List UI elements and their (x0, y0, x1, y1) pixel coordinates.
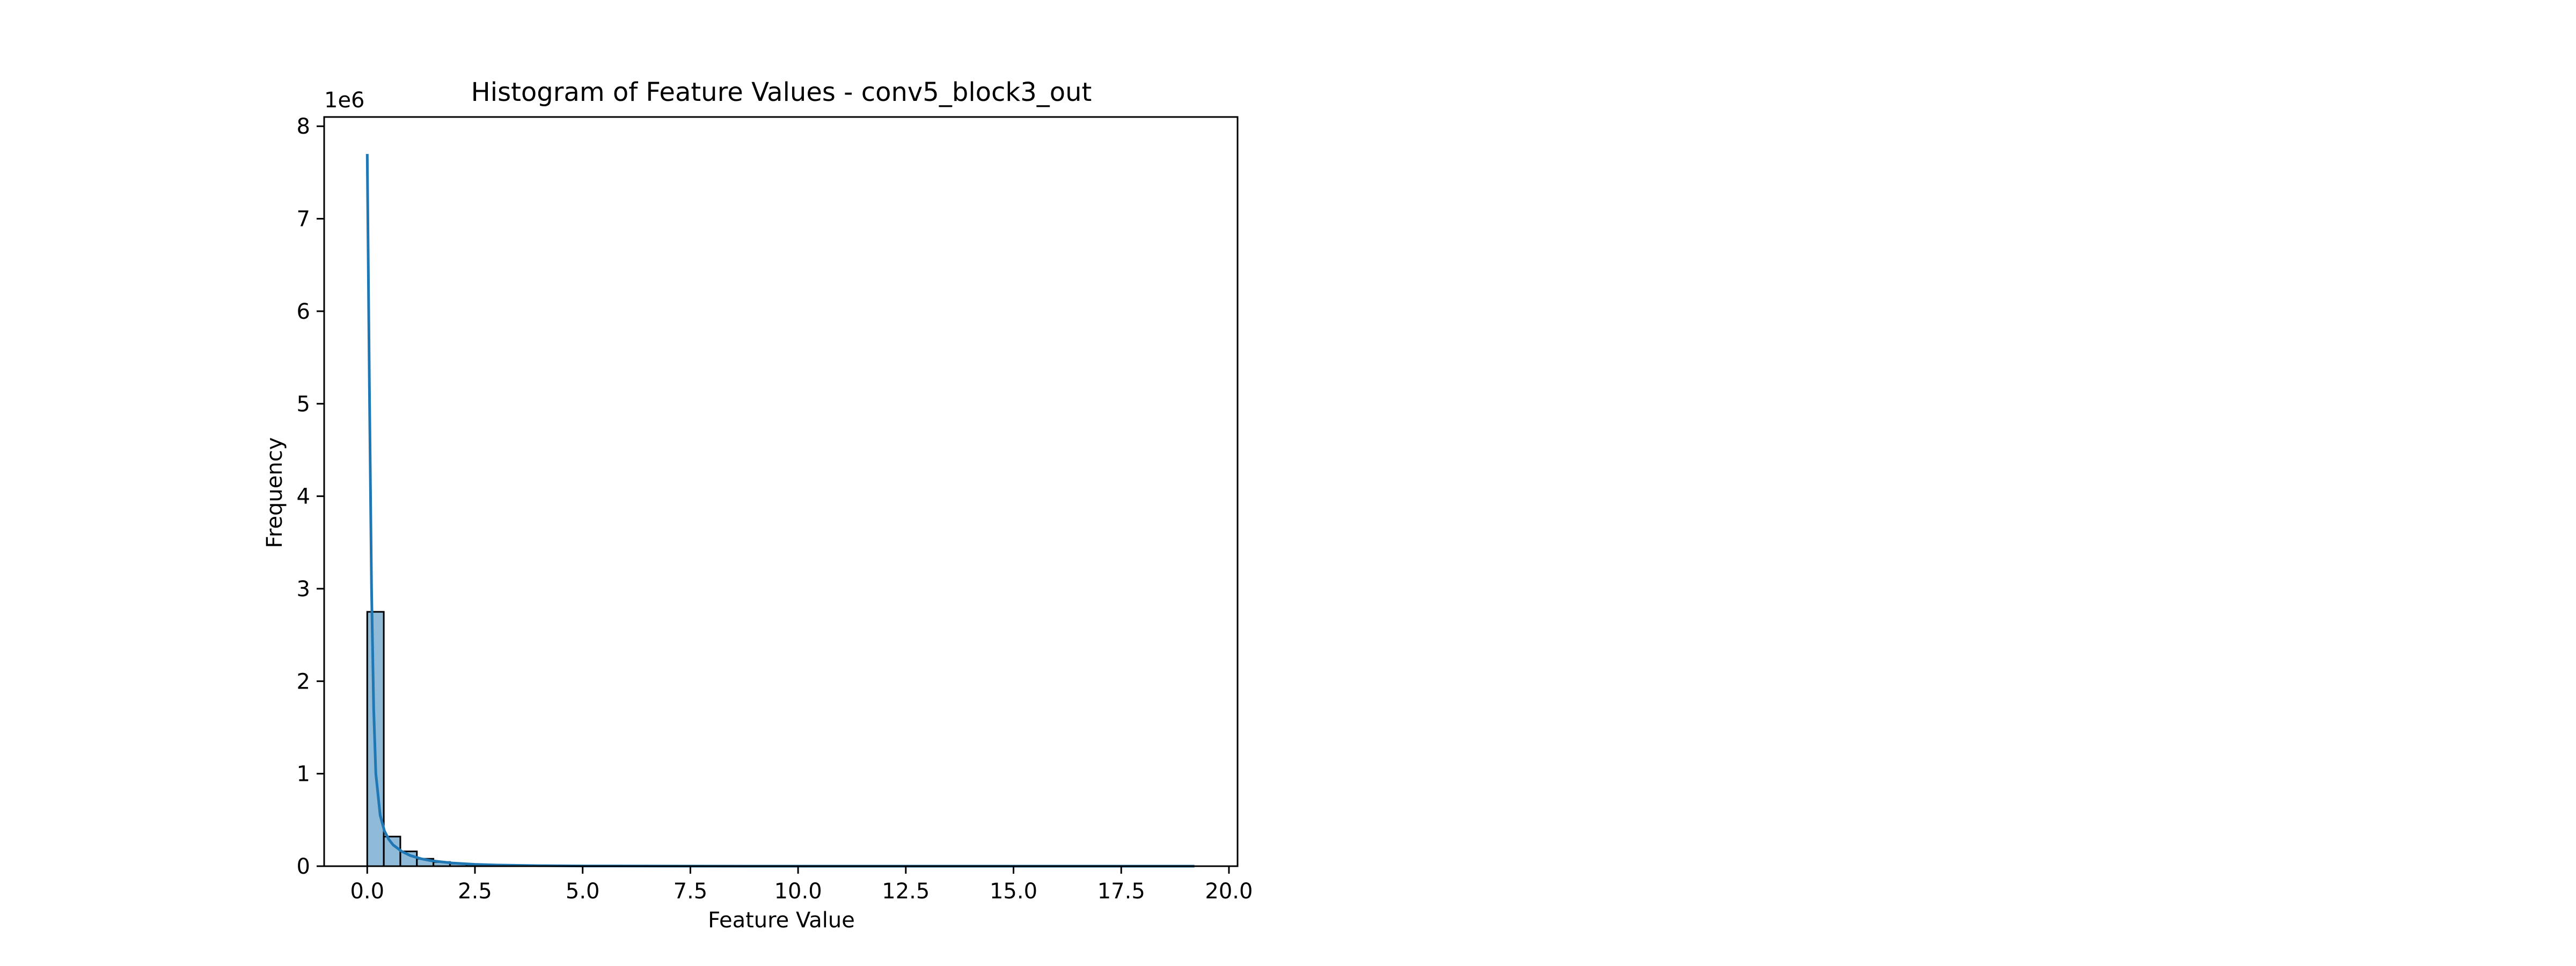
y-axis-label: Frequency (262, 437, 287, 548)
y-axis-ticks: 0 1 2 3 4 5 6 7 8 (297, 114, 324, 879)
x-tick-label: 10.0 (774, 879, 822, 904)
x-tick-label: 20.0 (1205, 879, 1253, 904)
histogram-bars (366, 611, 1196, 867)
x-tick-label: 7.5 (674, 879, 708, 904)
y-tick-label: 8 (297, 114, 310, 139)
y-tick-label: 0 (297, 854, 310, 879)
plot-area-frame (323, 116, 1239, 867)
x-tick-label: 5.0 (566, 879, 600, 904)
y-tick-label: 4 (297, 485, 310, 509)
chart-title: Histogram of Feature Values - conv5_bloc… (471, 77, 1092, 107)
x-axis-label: Feature Value (708, 908, 855, 933)
histogram-bar (383, 836, 401, 867)
x-axis-ticks: 0.0 2.5 5.0 7.5 10.0 12.5 15.0 17.5 20.0 (350, 866, 1253, 904)
x-tick-label: 15.0 (990, 879, 1037, 904)
y-tick-label: 3 (297, 577, 310, 602)
y-tick-label: 6 (297, 299, 310, 324)
x-tick-label: 12.5 (882, 879, 930, 904)
x-tick-label: 17.5 (1097, 879, 1145, 904)
kde-density-line (365, 153, 1195, 868)
x-tick-label: 0.0 (350, 879, 384, 904)
y-tick-label: 2 (297, 669, 310, 694)
y-tick-label: 7 (297, 207, 310, 232)
y-tick-label: 5 (297, 392, 310, 416)
y-tick-label: 1 (297, 762, 310, 787)
x-tick-label: 2.5 (458, 879, 492, 904)
y-axis-offset-label: 1e6 (324, 88, 365, 113)
